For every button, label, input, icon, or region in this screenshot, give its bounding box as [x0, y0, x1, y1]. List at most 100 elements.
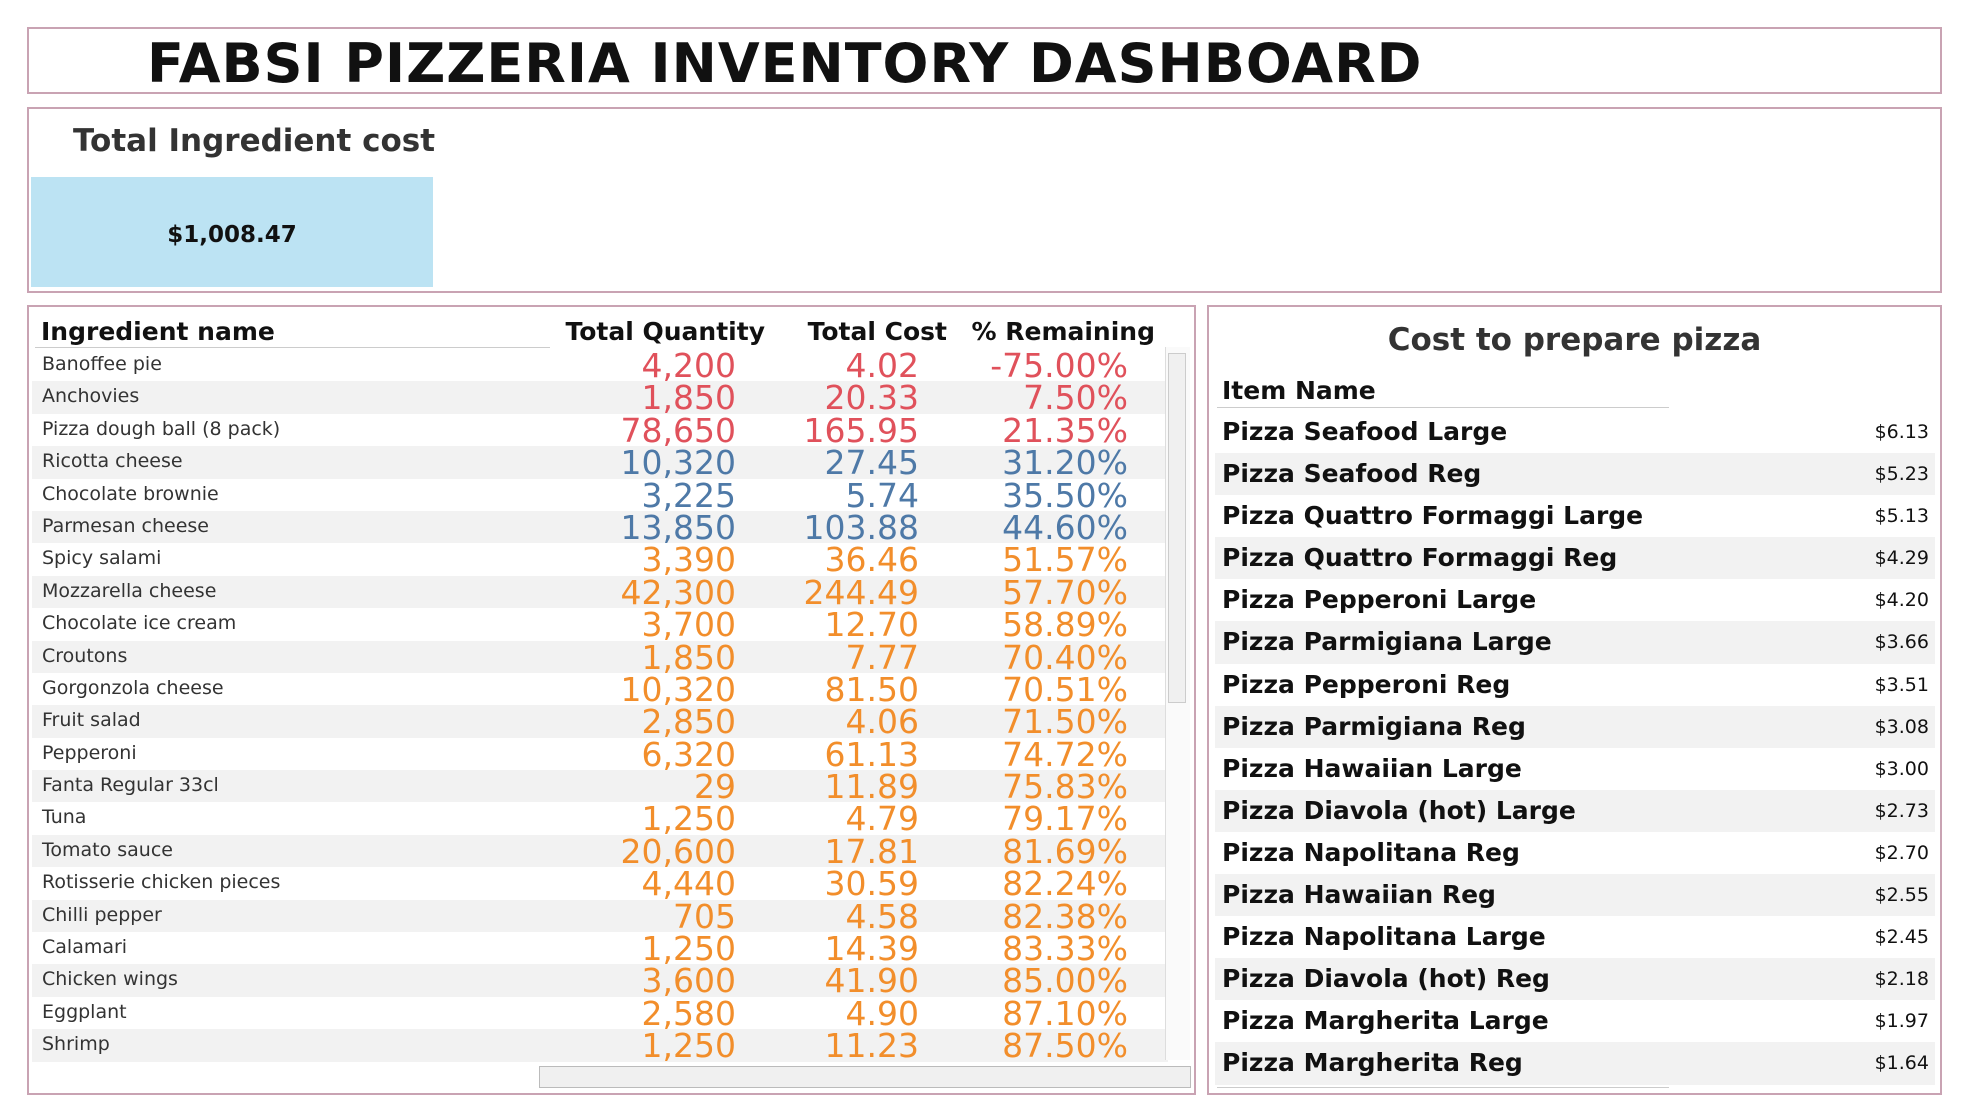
pizza-cost-panel: Cost to prepare pizza Item Name Pizza Se… [1207, 305, 1942, 1095]
ingredient-name-cell: Calamari [42, 936, 128, 959]
total-cost-cell: 11.23 [824, 1026, 919, 1066]
vertical-scrollbar[interactable] [1165, 347, 1190, 1060]
pizza-item-cost: $5.13 [1874, 505, 1929, 528]
inventory-table-panel: Ingredient name Total Quantity Total Cos… [27, 305, 1196, 1095]
list-item[interactable]: Pizza Pepperoni Reg $3.51 [1215, 664, 1935, 706]
list-item[interactable]: Pizza Hawaiian Reg $2.55 [1215, 874, 1935, 917]
ingredient-name-cell: Ricotta cheese [42, 450, 183, 473]
total-quantity-cell: 1,850 [641, 637, 736, 677]
total-quantity-cell: 4,440 [641, 864, 736, 904]
list-item[interactable]: Pizza Seafood Reg $5.23 [1215, 453, 1935, 496]
list-item[interactable]: Pizza Seafood Large $6.13 [1215, 411, 1935, 453]
percent-remaining-cell: 57.70% [1002, 572, 1128, 612]
kpi-panel: Total Ingredient cost $1,008.47 [27, 107, 1942, 293]
percent-remaining-cell: 71.50% [1002, 702, 1128, 742]
list-item[interactable]: Pizza Parmigiana Large $3.66 [1215, 621, 1935, 664]
table-row[interactable]: Banoffee pie 4,200 4.02 -75.00% [32, 346, 1168, 385]
total-cost-cell: 4.02 [845, 346, 919, 385]
pizza-item-cost: $3.66 [1874, 631, 1929, 654]
pizza-item-name: Pizza Diavola (hot) Large [1222, 795, 1576, 825]
total-cost-cell: 5.74 [845, 475, 919, 515]
total-quantity-cell: 1,250 [641, 1026, 736, 1066]
table-row[interactable]: Fruit salad 2,850 4.06 71.50% [32, 702, 1168, 741]
percent-remaining-cell: 35.50% [1002, 475, 1128, 515]
table-row[interactable]: Chilli pepper 705 4.58 82.38% [32, 897, 1168, 936]
table-row[interactable]: Rotisserie chicken pieces 4,440 30.59 82.24… [32, 864, 1168, 903]
vertical-scrollbar-thumb[interactable] [1168, 353, 1186, 703]
pizza-item-cost: $2.70 [1874, 841, 1929, 864]
table-row[interactable]: Gorgonzola cheese 10,320 81.50 70.51% [32, 670, 1168, 709]
percent-remaining-cell: 75.83% [1002, 767, 1128, 807]
column-header-percent-remaining[interactable]: % Remaining [971, 317, 1155, 346]
total-cost-cell: 17.81 [824, 831, 919, 871]
ingredient-name-cell: Chocolate ice cream [42, 612, 237, 635]
table-row[interactable]: Calamari 1,250 14.39 83.33% [32, 929, 1168, 968]
list-item[interactable]: Pizza Napolitana Large $2.45 [1215, 916, 1935, 958]
table-row[interactable]: Mozzarella cheese 42,300 244.49 57.70% [32, 573, 1168, 612]
column-header-total-cost[interactable]: Total Cost [807, 317, 947, 346]
percent-remaining-cell: 83.33% [1002, 929, 1128, 969]
table-row[interactable]: Eggplant 2,580 4.90 87.10% [32, 994, 1168, 1033]
table-row[interactable]: Chicken wings 3,600 41.90 85.00% [32, 961, 1168, 1000]
pizza-item-cost: $4.20 [1874, 589, 1929, 612]
list-item[interactable]: Pizza Quattro Formaggi Large $5.13 [1215, 495, 1935, 537]
pizza-item-name: Pizza Pepperoni Reg [1222, 669, 1511, 699]
column-header-total-quantity[interactable]: Total Quantity [565, 317, 766, 346]
table-row[interactable]: Ricotta cheese 10,320 27.45 31.20% [32, 443, 1168, 482]
table-row[interactable]: Pepperoni 6,320 61.13 74.72% [32, 735, 1168, 774]
table-row[interactable]: Chocolate ice cream 3,700 12.70 58.89% [32, 605, 1168, 644]
list-item[interactable]: Pizza Diavola (hot) Large $2.73 [1215, 789, 1935, 832]
list-item[interactable]: Pizza Parmigiana Reg $3.08 [1215, 705, 1935, 748]
pizza-item-cost: $3.08 [1874, 715, 1929, 738]
table-row[interactable]: Chocolate brownie 3,225 5.74 35.50% [32, 476, 1168, 515]
list-item[interactable]: Pizza Hawaiian Large $3.00 [1215, 748, 1935, 790]
table-row[interactable]: Tomato sauce 20,600 17.81 81.69% [32, 832, 1168, 871]
pizza-item-name: Pizza Quattro Formaggi Reg [1222, 543, 1618, 573]
percent-remaining-cell: 31.20% [1002, 443, 1128, 483]
total-cost-cell: 11.89 [824, 767, 919, 807]
list-item[interactable]: Pizza Margherita Large $1.97 [1215, 1000, 1935, 1042]
column-header-item-name[interactable]: Item Name [1222, 376, 1376, 405]
list-item[interactable]: Pizza Diavola (hot) Reg $2.18 [1215, 958, 1935, 1001]
horizontal-scrollbar[interactable] [539, 1066, 1191, 1088]
table-row[interactable]: Shrimp 1,250 11.23 87.50% [32, 1026, 1168, 1065]
ingredient-name-cell: Mozzarella cheese [42, 579, 217, 602]
kpi-value: $1,008.47 [167, 222, 297, 248]
list-item[interactable]: Pizza Margherita Reg $1.64 [1215, 1042, 1935, 1085]
table-row[interactable]: Croutons 1,850 7.77 70.40% [32, 638, 1168, 677]
ingredient-name-cell: Fruit salad [42, 709, 141, 732]
pizza-item-name: Pizza Parmigiana Reg [1222, 711, 1526, 741]
pizza-item-cost: $4.29 [1874, 547, 1929, 570]
footer-divider [1217, 1087, 1669, 1088]
total-cost-cell: 4.06 [845, 702, 919, 742]
pizza-item-name: Pizza Parmigiana Large [1222, 627, 1552, 657]
table-row[interactable]: Spicy salami 3,390 36.46 51.57% [32, 540, 1168, 579]
ingredient-name-cell: Spicy salami [42, 547, 162, 570]
percent-remaining-cell: 87.50% [1002, 1026, 1128, 1066]
table-row[interactable]: Parmesan cheese 13,850 103.88 44.60% [32, 508, 1168, 547]
table-row[interactable]: Pizza dough ball (8 pack) 78,650 165.95 21.… [32, 411, 1168, 450]
column-header-ingredient-name[interactable]: Ingredient name [41, 317, 275, 346]
total-quantity-cell: 13,850 [620, 507, 736, 547]
table-row[interactable]: Tuna 1,250 4.79 79.17% [32, 799, 1168, 838]
total-cost-cell: 165.95 [803, 410, 919, 450]
total-quantity-cell: 705 [673, 896, 736, 936]
total-cost-cell: 27.45 [824, 443, 919, 483]
kpi-box: $1,008.47 [31, 177, 433, 287]
table-row[interactable]: Anchovies 1,850 20.33 7.50% [32, 378, 1168, 417]
pizza-item-name: Pizza Margherita Large [1222, 1006, 1549, 1036]
list-item[interactable]: Pizza Napolitana Reg $2.70 [1215, 832, 1935, 874]
inventory-table-header: Ingredient name Total Quantity Total Cos… [29, 307, 1195, 349]
list-item[interactable]: Pizza Pepperoni Large $4.20 [1215, 579, 1935, 621]
percent-remaining-cell: -75.00% [990, 346, 1128, 385]
list-item[interactable]: Pizza Quattro Formaggi Reg $4.29 [1215, 537, 1935, 580]
total-quantity-cell: 78,650 [620, 410, 736, 450]
table-row[interactable]: Fanta Regular 33cl 29 11.89 75.83% [32, 767, 1168, 806]
total-cost-cell: 61.13 [824, 734, 919, 774]
percent-remaining-cell: 21.35% [1002, 410, 1128, 450]
ingredient-name-cell: Fanta Regular 33cl [42, 774, 219, 797]
percent-remaining-cell: 79.17% [1002, 799, 1128, 839]
percent-remaining-cell: 58.89% [1002, 605, 1128, 645]
pizza-item-name: Pizza Diavola (hot) Reg [1222, 964, 1550, 994]
title-panel: FABSI PIZZERIA INVENTORY DASHBOARD [27, 27, 1942, 95]
